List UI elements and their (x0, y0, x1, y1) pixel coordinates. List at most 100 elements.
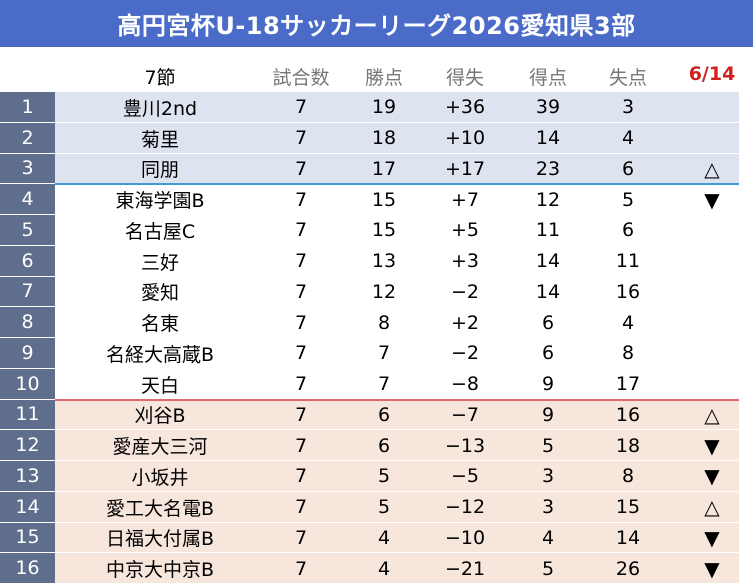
table-row: 16 中京大中京B 7 4 −21 5 26 ▼ (0, 553, 753, 584)
rank-cell: 15 (0, 522, 55, 554)
header-goals-for: 得点 (528, 67, 568, 89)
trend-mark: ▼ (704, 525, 720, 550)
table-row: 14 愛工大名電B 7 5 −12 3 15 △ (0, 491, 753, 523)
team-name: 三好 (140, 251, 180, 274)
goals-against-cell: 6 (621, 219, 635, 242)
points-cell: 6 (377, 403, 391, 426)
points-cell: 4 (377, 557, 391, 580)
goals-against-cell: 8 (621, 342, 635, 365)
goal-diff-cell: +7 (450, 188, 480, 211)
goals-for-cell: 9 (541, 373, 555, 396)
goals-against-cell: 11 (615, 250, 641, 273)
points-cell: 5 (377, 496, 391, 519)
rank-cell: 5 (0, 215, 55, 246)
goal-diff-cell: +17 (444, 157, 486, 180)
rank-cell: 6 (0, 245, 55, 277)
goal-diff-cell: +36 (444, 96, 486, 119)
rank-cell: 1 (0, 92, 55, 123)
goals-for-cell: 3 (541, 465, 555, 488)
team-name: 愛知 (140, 282, 180, 305)
table-row: 11 刈谷B 7 6 −7 9 16 △ (0, 399, 753, 431)
goals-against-cell: 16 (615, 403, 641, 426)
row-background (55, 92, 739, 123)
trend-mark: △ (704, 402, 720, 427)
games-cell: 7 (294, 526, 308, 549)
points-cell: 13 (371, 250, 397, 273)
goal-diff-cell: +2 (450, 311, 480, 334)
rank-cell: 7 (0, 276, 55, 308)
goal-diff-cell: −21 (444, 557, 486, 580)
goals-against-cell: 16 (615, 280, 641, 303)
games-cell: 7 (294, 373, 308, 396)
row-background (55, 307, 739, 338)
trend-mark: ▼ (704, 464, 720, 489)
goals-for-cell: 14 (535, 280, 561, 303)
row-background (55, 399, 739, 431)
goals-against-cell: 6 (621, 157, 635, 180)
trend-mark: △ (704, 495, 720, 520)
points-cell: 5 (377, 465, 391, 488)
goal-diff-cell: −2 (450, 342, 480, 365)
games-cell: 7 (294, 96, 308, 119)
team-name: 愛工大名電B (105, 497, 215, 520)
team-name: 名古屋C (124, 220, 196, 243)
rank-cell: 8 (0, 307, 55, 338)
goal-diff-cell: +3 (450, 250, 480, 273)
goals-against-cell: 26 (615, 557, 641, 580)
goal-diff-cell: +5 (450, 219, 480, 242)
goals-for-cell: 14 (535, 250, 561, 273)
points-cell: 12 (371, 280, 397, 303)
table-row: 7 愛知 7 12 −2 14 16 (0, 276, 753, 308)
table-row: 1 豊川2nd 7 19 +36 39 3 (0, 92, 753, 123)
games-cell: 7 (294, 403, 308, 426)
row-background (55, 184, 739, 215)
goals-against-cell: 4 (621, 127, 635, 150)
goals-for-cell: 5 (541, 434, 555, 457)
team-name: 日福大付属B (105, 528, 215, 551)
points-cell: 6 (377, 434, 391, 457)
games-cell: 7 (294, 127, 308, 150)
goals-for-cell: 9 (541, 403, 555, 426)
header-games: 試合数 (272, 67, 330, 89)
goals-for-cell: 4 (541, 526, 555, 549)
rank-cell: 16 (0, 553, 55, 584)
promotion-divider (55, 183, 739, 186)
points-cell: 7 (377, 342, 391, 365)
goals-against-cell: 8 (621, 465, 635, 488)
table-row: 12 愛産大三河 7 6 −13 5 18 ▼ (0, 430, 753, 461)
points-cell: 8 (377, 311, 391, 334)
table-row: 9 名経大高蔵B 7 7 −2 6 8 (0, 338, 753, 369)
team-name: 豊川2nd (122, 97, 198, 120)
points-cell: 15 (371, 219, 397, 242)
team-name: 天白 (140, 374, 180, 397)
team-name: 菊里 (140, 128, 180, 151)
goals-for-cell: 14 (535, 127, 561, 150)
goals-for-cell: 5 (541, 557, 555, 580)
rank-cell: 4 (0, 184, 55, 215)
trend-mark: ▼ (704, 433, 720, 458)
table-row: 13 小坂井 7 5 −5 3 8 ▼ (0, 461, 753, 492)
goals-for-cell: 23 (535, 157, 561, 180)
goal-diff-cell: −12 (444, 496, 486, 519)
table-row: 10 天白 7 7 −8 9 17 (0, 368, 753, 400)
goals-against-cell: 14 (615, 526, 641, 549)
team-name: 刈谷B (134, 405, 186, 428)
rank-cell: 2 (0, 122, 55, 154)
rank-cell: 14 (0, 491, 55, 523)
rank-cell: 13 (0, 461, 55, 492)
goal-diff-cell: −2 (450, 280, 480, 303)
standings-table: 1 豊川2nd 7 19 +36 39 3 2 菊里 7 18 +10 14 4 3 同朋 7 17 +17 23 6 △… (0, 92, 753, 584)
goals-for-cell: 39 (535, 96, 561, 119)
header-points: 勝点 (364, 67, 404, 89)
games-cell: 7 (294, 496, 308, 519)
row-background (55, 430, 739, 461)
goals-for-cell: 6 (541, 342, 555, 365)
header-goals-against: 失点 (608, 67, 648, 89)
goal-diff-cell: −5 (450, 465, 480, 488)
team-name: 名東 (140, 313, 180, 336)
row-background (55, 276, 739, 308)
points-cell: 7 (377, 373, 391, 396)
team-name: 東海学園B (115, 190, 205, 213)
trend-mark: ▼ (704, 556, 720, 581)
rank-cell: 12 (0, 430, 55, 461)
